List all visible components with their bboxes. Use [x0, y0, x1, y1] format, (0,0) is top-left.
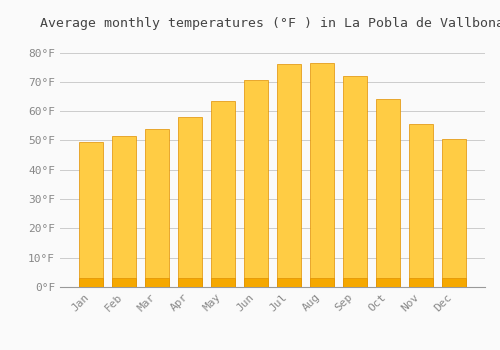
Bar: [376, 99, 400, 287]
Bar: [310, 63, 334, 287]
Bar: [112, 136, 136, 287]
Bar: [178, 117, 202, 287]
Bar: [146, 129, 169, 287]
Bar: [178, 278, 202, 287]
Bar: [343, 76, 367, 287]
Bar: [442, 278, 466, 287]
Bar: [244, 278, 268, 287]
Bar: [310, 278, 334, 287]
Bar: [80, 278, 103, 287]
Bar: [376, 278, 400, 287]
Bar: [112, 278, 136, 287]
Bar: [80, 142, 103, 287]
Bar: [211, 101, 235, 287]
Title: Average monthly temperatures (°F ) in La Pobla de Vallbona: Average monthly temperatures (°F ) in La…: [40, 17, 500, 30]
Bar: [146, 278, 169, 287]
Bar: [343, 278, 367, 287]
Bar: [211, 278, 235, 287]
Bar: [244, 80, 268, 287]
Bar: [409, 278, 432, 287]
Bar: [442, 139, 466, 287]
Bar: [277, 64, 301, 287]
Bar: [277, 278, 301, 287]
Bar: [409, 124, 432, 287]
